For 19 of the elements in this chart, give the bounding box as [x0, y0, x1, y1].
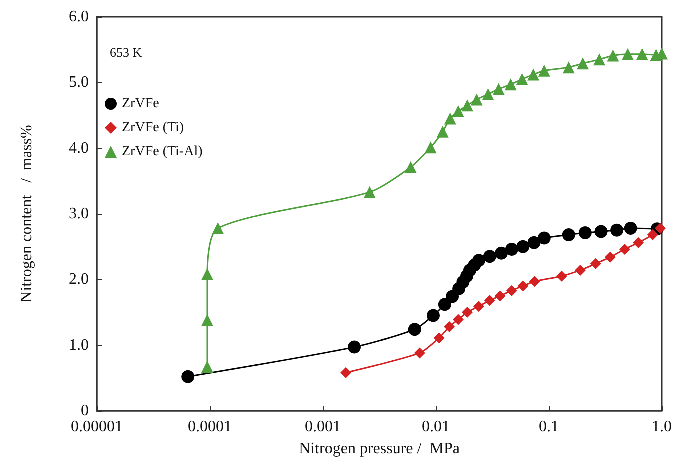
legend-label: ZrVFe (Ti-Al): [122, 144, 204, 160]
x-tick-label: 0.01: [422, 418, 450, 436]
y-tick-label: 1.0: [69, 336, 89, 354]
legend-label: ZrVFe: [122, 96, 160, 112]
y-tick-label: 2.0: [69, 271, 89, 288]
x-tick-label: 0.0001: [188, 418, 232, 436]
x-tick-label: 0.00001: [71, 418, 123, 436]
x-tick-label: 1.0: [652, 418, 672, 436]
annotation: 653 K: [110, 45, 143, 60]
y-axis-title: Nitrogen content / mass%: [18, 125, 36, 303]
x-tick-label: 0.1: [539, 418, 559, 436]
y-tick-label: 5.0: [69, 74, 89, 92]
y-tick-label: 4.0: [69, 140, 89, 157]
x-tick-label: 0.001: [305, 418, 341, 436]
y-tick-label: 6.0: [69, 8, 89, 26]
legend-label: ZrVFe (Ti): [122, 120, 184, 136]
y-tick-label: 3.0: [69, 206, 89, 222]
y-tick-label: 0: [81, 402, 89, 420]
x-axis-title: Nitrogen pressure / MPa: [299, 440, 460, 458]
